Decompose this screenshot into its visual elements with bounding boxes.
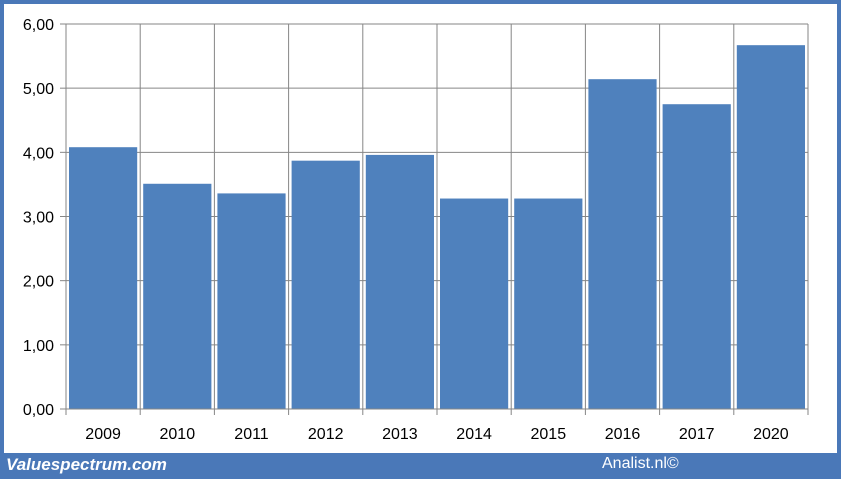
y-tick-label: 5,00 [23, 81, 54, 98]
x-tick-label: 2010 [160, 426, 196, 443]
bar-2014 [440, 198, 509, 409]
y-tick-label: 4,00 [23, 145, 54, 162]
bar-2009 [69, 147, 138, 409]
x-tick-label: 2014 [456, 426, 492, 443]
x-tick-label: 2009 [85, 426, 121, 443]
x-tick-label: 2017 [679, 426, 715, 443]
y-tick-label: 2,00 [23, 274, 54, 291]
valuespectrum-credit: Valuespectrum.com [6, 455, 167, 474]
y-tick-label: 3,00 [23, 210, 54, 227]
x-tick-label: 2012 [308, 426, 344, 443]
y-tick-label: 0,00 [23, 402, 54, 419]
analist-credit: Analist.nl© [602, 455, 679, 472]
x-tick-label: 2013 [382, 426, 418, 443]
x-tick-label: 2011 [234, 426, 269, 443]
x-tick-label: 2016 [605, 426, 641, 443]
chart-area: 0,00 1,00 2,00 3,00 4,00 5,00 6,00 2009 2010 2011… [4, 4, 837, 453]
bar-2010 [143, 183, 212, 409]
bar-2017 [662, 104, 731, 409]
x-tick-label: 2015 [531, 426, 567, 443]
y-tick-label: 1,00 [23, 338, 54, 355]
bar-2016 [588, 79, 657, 409]
bar-2011 [217, 193, 286, 409]
y-tick-label: 6,00 [23, 17, 54, 34]
bar-chart: 0,00 1,00 2,00 3,00 4,00 5,00 6,00 2009 2010 2011… [23, 17, 809, 443]
bar-2012 [291, 160, 360, 409]
bar-2020 [736, 45, 805, 410]
bar-2013 [365, 154, 434, 409]
bar-2015 [514, 198, 583, 409]
x-tick-label: 2020 [753, 426, 789, 443]
